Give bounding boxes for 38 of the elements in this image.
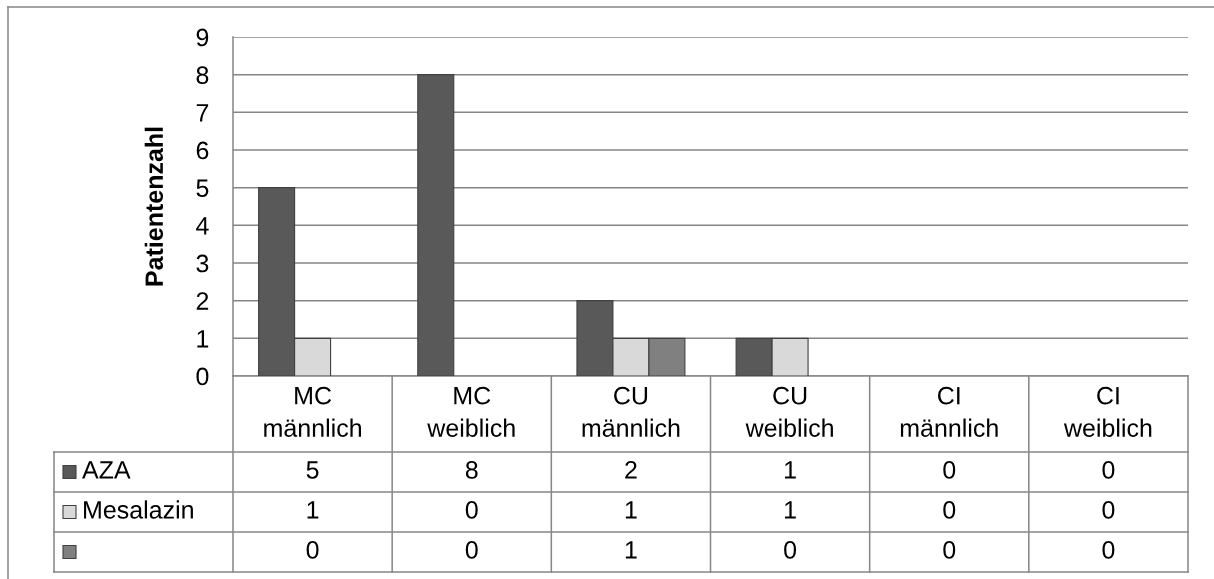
y-tick-label: 2 (196, 292, 209, 310)
data-label: 1 (785, 501, 796, 519)
x-tick-label: MC männlich (264, 386, 361, 437)
data-label: 0 (943, 541, 956, 559)
data-label: 5 (306, 461, 319, 479)
y-tick-label: 7 (196, 104, 209, 122)
y-tick-label: 4 (196, 217, 209, 235)
data-label: 1 (307, 501, 319, 519)
data-label: 0 (1102, 541, 1115, 559)
data-label: 2 (625, 461, 637, 479)
data-label: 0 (1102, 461, 1115, 479)
legend-label: AZA (82, 461, 131, 479)
x-tick-label: CI männlich (900, 386, 998, 437)
data-label: 1 (625, 501, 637, 519)
x-tick-label: CI weiblich (1063, 386, 1152, 437)
y-tick-label: 0 (196, 367, 209, 386)
y-tick-label: 8 (196, 66, 209, 84)
bar (417, 74, 455, 376)
y-axis-title: Patientenzahl (144, 127, 164, 286)
y-tick-label: 6 (196, 141, 209, 160)
y-tick-label: 9 (196, 28, 209, 47)
data-label: 0 (943, 501, 956, 519)
x-tick-label: CU weiblich (745, 386, 833, 437)
data-label: 0 (943, 461, 956, 479)
data-label: 8 (465, 461, 478, 479)
data-label: 0 (784, 541, 797, 559)
y-tick-label: 3 (196, 254, 209, 273)
data-label: 0 (465, 541, 478, 559)
data-label: 0 (465, 501, 478, 519)
legend-label: Mesalazin (84, 500, 193, 519)
x-tick-label: CU männlich (582, 386, 680, 437)
data-label: 0 (1102, 501, 1115, 519)
y-tick-label: 5 (196, 179, 209, 197)
data-label: 1 (785, 461, 796, 479)
y-tick-label: 1 (197, 330, 209, 348)
data-label: 0 (306, 541, 319, 559)
x-tick-label: MC weiblich (427, 386, 515, 437)
data-label: 1 (625, 541, 637, 559)
